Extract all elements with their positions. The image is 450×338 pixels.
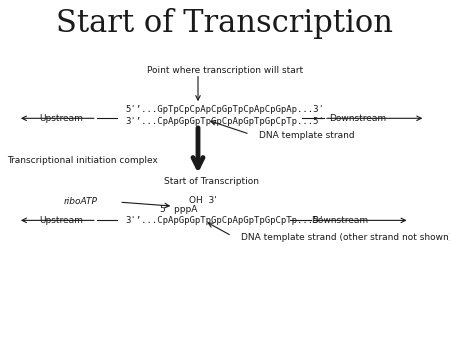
Text: 3'’...CpApGpGpTpGpCpApGpTpGpCpTp...5': 3'’...CpApGpGpTpGpCpApGpTpGpCpTp...5'	[126, 117, 324, 126]
Text: riboATP: riboATP	[64, 197, 98, 206]
Text: Upstream: Upstream	[39, 216, 83, 225]
Text: DNA template strand: DNA template strand	[259, 131, 355, 140]
Text: Transcriptional initiation complex: Transcriptional initiation complex	[7, 156, 157, 165]
Text: Upstream: Upstream	[39, 114, 83, 123]
Text: Downstream: Downstream	[329, 114, 386, 123]
Text: 3'’...CpApGpGpTpGpCpApGpTpGpCpTp...5': 3'’...CpApGpGpTpGpCpApGpTpGpCpTp...5'	[126, 216, 324, 225]
Text: Start of Transcription: Start of Transcription	[164, 177, 259, 186]
Text: Downstream: Downstream	[311, 216, 368, 225]
Text: Start of Transcription: Start of Transcription	[57, 8, 393, 39]
Text: OH  3': OH 3'	[189, 196, 217, 205]
Text: 5'  pppA: 5' pppA	[160, 205, 197, 214]
Text: 5'’...GpTpCpCpApCpGpTpCpApCpGpAp...3': 5'’...GpTpCpCpApCpGpTpCpApCpGpAp...3'	[126, 105, 324, 114]
Text: Point where transcription will start: Point where transcription will start	[147, 67, 303, 75]
Text: DNA template strand (other strand not shown): DNA template strand (other strand not sh…	[241, 233, 450, 242]
